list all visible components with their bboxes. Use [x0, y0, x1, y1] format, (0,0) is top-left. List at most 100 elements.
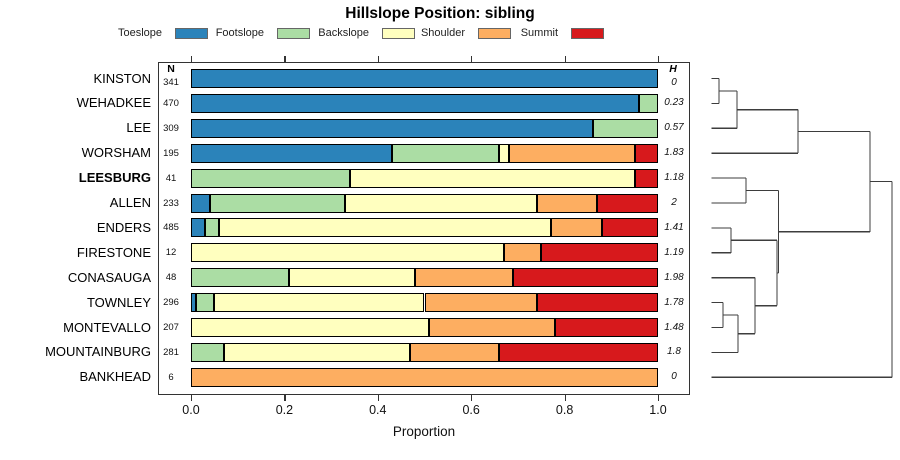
- bar-segment: [349, 168, 635, 188]
- series-label: FIRESTONE: [76, 244, 151, 260]
- legend-label: Backslope: [318, 27, 369, 39]
- axis-tick-top: [471, 56, 473, 62]
- h-value: 0: [671, 76, 677, 88]
- bar-segment: [191, 93, 640, 113]
- series-label: LEESBURG: [78, 170, 151, 186]
- bar-segment: [209, 193, 346, 213]
- h-value: 1.83: [664, 147, 684, 159]
- axis-tick-label: 0.0: [182, 403, 200, 417]
- bar-segment: [639, 93, 658, 113]
- bar-segment: [634, 143, 658, 163]
- axis-tick-bottom: [471, 395, 473, 401]
- bar-segment: [219, 218, 551, 238]
- series-label: BANKHEAD: [79, 369, 151, 385]
- bar-segment: [410, 342, 500, 362]
- bar-segment: [513, 268, 658, 288]
- bar-segment: [429, 318, 556, 337]
- axis-tick-top: [658, 56, 660, 62]
- series-label: MOUNTAINBURG: [45, 344, 151, 360]
- legend-label: Shoulder: [420, 27, 465, 39]
- bar-segment: [634, 168, 658, 188]
- bar-segment: [289, 268, 416, 288]
- series-label: MONTEVALLO: [63, 319, 151, 335]
- bar-segment: [205, 218, 219, 238]
- bar-segment: [191, 268, 290, 288]
- stacked-bar: [191, 193, 658, 213]
- axis-tick-label: 1.0: [649, 403, 667, 417]
- h-value: 0: [671, 371, 677, 383]
- axis-tick-bottom: [658, 395, 660, 401]
- bar-segment: [391, 143, 500, 163]
- h-value: 0.23: [664, 97, 684, 109]
- axis-tick-bottom: [564, 395, 566, 401]
- bar-segment: [214, 293, 425, 313]
- stacked-bar: [191, 118, 658, 138]
- stacked-bar: [191, 218, 658, 238]
- axis-tick-bottom: [284, 395, 286, 401]
- bar-segment: [592, 118, 658, 138]
- bar-segment: [191, 218, 205, 238]
- bar-segment: [541, 243, 658, 263]
- n-value: 341: [163, 77, 179, 88]
- n-value: 48: [165, 272, 177, 284]
- bar-segment: [191, 367, 658, 387]
- bar-segment: [499, 342, 658, 362]
- n-column-header: N: [167, 63, 175, 75]
- bar-segment: [191, 168, 350, 188]
- n-value: 6: [168, 371, 174, 383]
- bar-segment: [191, 193, 210, 213]
- x-axis-label: Proportion: [392, 424, 456, 439]
- series-label: LEE: [126, 120, 151, 136]
- series-label: KINSTON: [93, 70, 151, 86]
- legend-label: Summit: [520, 27, 558, 39]
- stacked-bar: [191, 93, 658, 113]
- series-label: ENDERS: [96, 219, 151, 235]
- bar-segment: [191, 143, 392, 163]
- axis-tick-top: [284, 56, 286, 62]
- bar-segment: [223, 342, 411, 362]
- stacked-bar: [191, 342, 658, 362]
- axis-tick-bottom: [191, 395, 193, 401]
- plot-frame: [158, 62, 690, 395]
- bar-segment: [191, 318, 430, 337]
- series-label: WORSHAM: [81, 145, 151, 161]
- bar-segment: [345, 193, 537, 213]
- bar-segment: [195, 293, 215, 313]
- bar-segment: [424, 293, 537, 313]
- bar-segment: [536, 293, 658, 313]
- n-value: 195: [163, 147, 179, 159]
- n-value: 12: [165, 247, 177, 259]
- bar-segment: [499, 143, 509, 163]
- h-value: 1.78: [664, 296, 684, 308]
- stacked-bar: [191, 268, 658, 288]
- axis-tick-bottom: [377, 395, 379, 401]
- legend-label: Toeslope: [117, 27, 162, 39]
- series-label: TOWNLEY: [86, 294, 151, 310]
- axis-tick-top: [191, 56, 193, 62]
- series-label: CONASAUGA: [67, 269, 151, 285]
- stacked-bar: [191, 293, 658, 313]
- bar-segment: [601, 218, 658, 238]
- bar-segment: [191, 342, 224, 362]
- n-value: 207: [163, 322, 179, 333]
- n-value: 41: [165, 172, 177, 184]
- legend-swatch: [277, 28, 310, 39]
- stacked-bar: [191, 367, 658, 387]
- h-value: 1.41: [664, 221, 684, 233]
- bar-segment: [415, 268, 514, 288]
- chart-title: Hillslope Position: sibling: [345, 5, 535, 22]
- bar-segment: [555, 318, 658, 337]
- n-value: 296: [163, 297, 179, 309]
- stacked-bar: [191, 168, 658, 188]
- legend-swatch: [571, 28, 604, 39]
- n-value: 309: [163, 122, 179, 134]
- n-value: 233: [163, 197, 179, 209]
- bar-segment: [191, 69, 658, 88]
- legend-swatch: [478, 28, 511, 39]
- series-label: WEHADKEE: [76, 95, 151, 111]
- n-value: 281: [163, 346, 179, 358]
- stacked-bar: [191, 243, 658, 263]
- legend-label: Footslope: [215, 27, 264, 39]
